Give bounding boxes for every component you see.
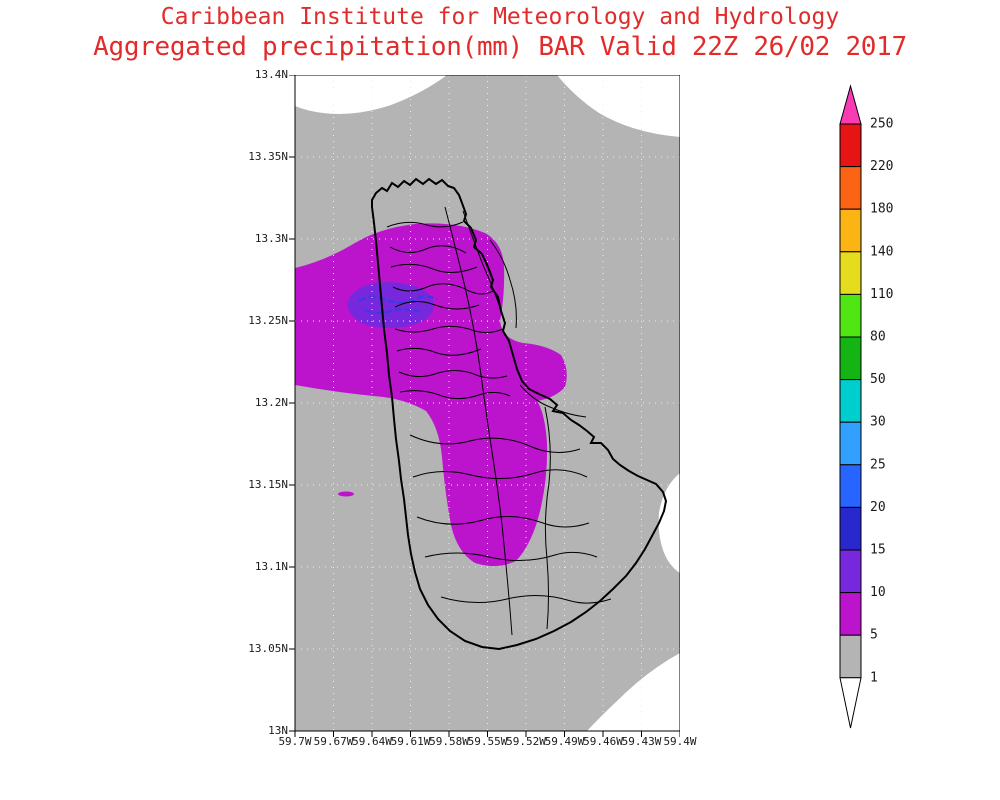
below-1-blob-top-left [295, 75, 447, 114]
colorbar-segment-10-15 [839, 549, 862, 594]
x-axis-label: 59.67W [313, 735, 354, 748]
watershed-line [390, 263, 478, 273]
watershed-line [440, 594, 612, 604]
watershed-line [424, 551, 598, 562]
colorbar-label: 110 [870, 287, 893, 302]
colorbar-segment-50-80 [839, 336, 862, 381]
x-axis-label: 59.49W [544, 735, 585, 748]
watershed-line [489, 239, 517, 329]
y-axis-label: 13.4N [254, 68, 288, 81]
x-axis-label: 59.52W [506, 735, 546, 748]
title-product: Aggregated precipitation(mm) BAR Valid 2… [93, 31, 907, 62]
x-axis-label: 59.7W [278, 735, 312, 748]
x-axis-label: 59.4W [663, 735, 697, 748]
colorbar-label: 20 [870, 500, 886, 515]
watershed-line [416, 515, 590, 528]
below-1-blob-top-right [557, 75, 680, 137]
colorbar-segment-5-10 [839, 592, 862, 636]
watershed-line [519, 384, 587, 418]
watershed-line [398, 370, 508, 379]
colorbar-label: 80 [870, 330, 886, 345]
colorbar-label: 250 [870, 117, 893, 132]
colorbar-label: 25 [870, 457, 886, 472]
colorbar-label: 5 [870, 628, 878, 643]
y-axis-label: 13.35N [248, 150, 288, 163]
precip-regions-below-1 [295, 75, 680, 731]
precip-5-10-speck-west [338, 491, 354, 497]
colorbar-label: 15 [870, 543, 886, 558]
watershed-line [392, 283, 494, 295]
colorbar-label: 180 [870, 202, 893, 217]
colorbar-segment-110-140 [839, 251, 862, 295]
colorbar-segment-15-20 [839, 506, 862, 551]
watershed-line [444, 206, 513, 636]
colorbar-label: 140 [870, 244, 893, 259]
colorbar-arrow-above-max [839, 84, 862, 125]
page-title: Caribbean Institute for Meteorology and … [0, 4, 1000, 63]
y-axis-label: 13.2N [254, 396, 288, 409]
y-axis-label: 13.1N [254, 560, 288, 573]
watershed-line [394, 301, 480, 310]
x-axis-label: 59.43W [621, 735, 662, 748]
precip-15-20-streak-1 [358, 295, 438, 304]
watershed-line [386, 221, 464, 228]
colorbar-segment-25-30 [839, 421, 862, 466]
colorbar-segment-20-25 [839, 464, 862, 508]
title-institute: Caribbean Institute for Meteorology and … [160, 4, 840, 30]
colorbar-label: 1 [870, 670, 878, 685]
axis-ticks [289, 75, 680, 737]
y-axis-label: 13N [268, 724, 288, 737]
watershed-line [409, 434, 581, 453]
watershed-line [396, 347, 482, 356]
below-1-blob-bottom-right [587, 653, 680, 731]
colorbar-segment-1-5 [839, 634, 862, 679]
x-axis-label: 59.64W [352, 735, 392, 748]
y-axis-label: 13.25N [248, 314, 288, 327]
plot-frame [294, 75, 680, 732]
colorbar-label: 30 [870, 415, 886, 430]
colorbar: 250 220 180 140 110 80 50 30 25 20 15 10 5 1 [839, 84, 893, 729]
x-axis-label: 59.61W [390, 735, 431, 748]
watershed-line [389, 245, 467, 254]
colorbar-arrow-below-min [839, 677, 862, 729]
y-axis-label: 13.05N [248, 642, 288, 655]
precip-map [289, 75, 680, 737]
colorbar-segment-140-180 [839, 208, 862, 253]
x-axis-label: 59.58W [429, 735, 469, 748]
colorbar-label: 10 [870, 585, 886, 600]
colorbar-label: 50 [870, 372, 886, 387]
colorbar-segment-180-220 [839, 166, 862, 210]
watershed-line [544, 406, 551, 630]
y-axis-label: 13.15N [248, 478, 288, 491]
colorbar-segment-80-110 [839, 293, 862, 338]
x-axis-label: 59.55W [467, 735, 508, 748]
watershed-line [412, 469, 588, 480]
island-coastline [371, 177, 668, 651]
watershed-line [399, 390, 511, 400]
y-axis-label: 13.3N [254, 232, 288, 245]
x-axis-label: 59.46W [583, 735, 623, 748]
watershed-line [394, 325, 504, 334]
precip-region-10-15 [347, 282, 434, 328]
colorbar-label: 220 [870, 159, 893, 174]
colorbar-segment-220-250 [839, 123, 862, 168]
colorbar-segment-30-50 [839, 379, 862, 423]
